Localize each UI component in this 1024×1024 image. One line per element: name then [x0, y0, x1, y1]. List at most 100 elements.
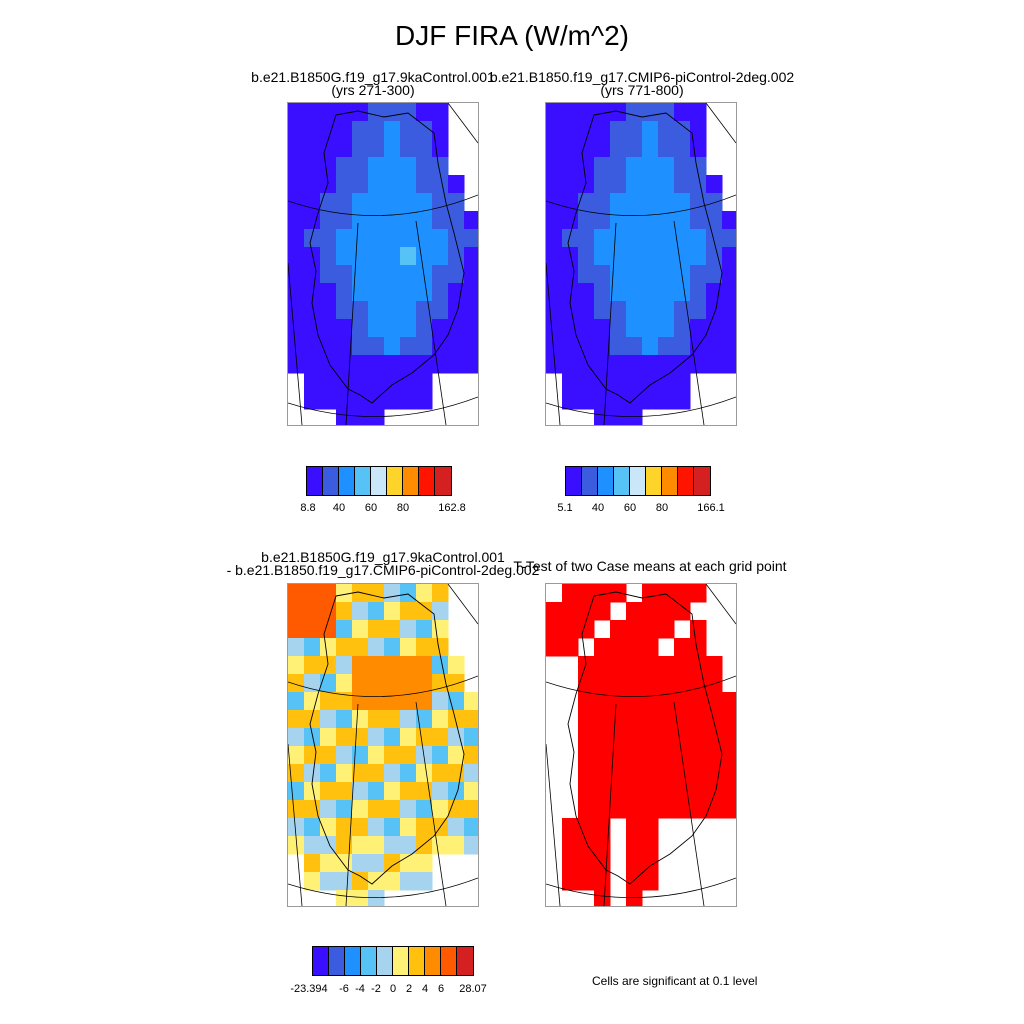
colorbar-diff-tick: 28.07: [459, 983, 487, 995]
grid-cell: [642, 247, 659, 266]
grid-cell: [400, 319, 417, 338]
colorbar-case2-tick: 166.1: [697, 502, 725, 514]
grid-cell: [674, 319, 691, 338]
grid-cell: [594, 782, 611, 801]
grid-cell: [690, 103, 707, 122]
coastline: [309, 591, 465, 885]
grid-cell: [368, 337, 385, 356]
grid-cell: [658, 800, 675, 819]
grid-cell: [320, 319, 337, 338]
grid-cell: [288, 157, 305, 176]
grid-cell: [594, 584, 611, 603]
coastline: [567, 591, 723, 885]
grid-cell: [626, 175, 643, 194]
colorbar-case1-tick: 80: [396, 502, 410, 514]
grid-cell: [368, 602, 385, 621]
grid-cell: [690, 728, 707, 747]
grid-cell: [352, 247, 369, 266]
grid-cell: [658, 674, 675, 693]
grid-cell: [594, 674, 611, 693]
grid-cell: [690, 692, 707, 711]
grid-cell: [288, 283, 305, 302]
grid-cell: [642, 121, 659, 140]
grid-cell: [722, 782, 736, 801]
grid-cell: [594, 139, 611, 158]
meridian-line: [673, 701, 705, 906]
grid-cell: [432, 782, 449, 801]
grid-cell: [562, 818, 579, 837]
meridian-line: [415, 220, 447, 425]
grid-cell: [368, 584, 385, 603]
grid-cell: [432, 175, 449, 194]
grid-cell: [706, 746, 723, 765]
grid-cell: [432, 602, 449, 621]
meridian-line: [288, 262, 303, 425]
grid-cell: [416, 602, 433, 621]
grid-cell: [304, 355, 321, 374]
grid-cell: [304, 373, 321, 392]
grid-cell: [642, 674, 659, 693]
map-panel-diff: [287, 583, 479, 907]
grid-cell: [320, 800, 337, 819]
grid-cell: [642, 265, 659, 284]
grid-cell: [288, 746, 305, 765]
grid-cell: [448, 175, 465, 194]
grid-cell: [400, 656, 417, 675]
grid-cell: [722, 265, 736, 284]
grid-cell: [626, 710, 643, 729]
grid-cell: [352, 319, 369, 338]
grid-cell: [416, 620, 433, 639]
grid-cell: [304, 692, 321, 711]
colorbar-case1-tick: 60: [364, 502, 378, 514]
grid-cell: [336, 121, 353, 140]
grid-cell: [368, 193, 385, 212]
grid-cell: [416, 656, 433, 675]
colorbar-diff-swatch: [425, 947, 441, 975]
grid-cell: [562, 247, 579, 266]
grid-cell: [384, 103, 401, 122]
grid-cell: [642, 373, 659, 392]
grid-cell: [320, 229, 337, 248]
colorbar-diff-tick: 6: [437, 983, 445, 995]
grid-cell: [384, 620, 401, 639]
grid-cell: [546, 355, 563, 374]
grid-cell: [674, 211, 691, 230]
grid-cell: [400, 301, 417, 320]
grid-cell: [464, 319, 478, 338]
grid-cell: [288, 193, 305, 212]
colorbar-case1-swatch: [419, 467, 435, 495]
grid-cell: [706, 337, 723, 356]
grid-cell: [320, 103, 337, 122]
grid-cell: [626, 355, 643, 374]
grid-cell: [352, 620, 369, 639]
grid-cell: [304, 782, 321, 801]
grid-cell: [610, 391, 627, 410]
grid-cell: [320, 764, 337, 783]
grid-cell: [722, 746, 736, 765]
colorbar-case2-tick: 80: [655, 502, 669, 514]
grid-cell: [416, 283, 433, 302]
grid-cell: [610, 301, 627, 320]
grid-cell: [722, 728, 736, 747]
grid-cell: [368, 764, 385, 783]
grid-cell: [448, 355, 465, 374]
grid-cell: [642, 656, 659, 675]
grid-cell: [352, 157, 369, 176]
grid-cell: [658, 229, 675, 248]
grid-cell: [352, 229, 369, 248]
grid-cell: [642, 157, 659, 176]
grid-cell: [610, 373, 627, 392]
grid-cell: [416, 728, 433, 747]
map-panel-ttest: [545, 583, 737, 907]
grid-cell: [674, 175, 691, 194]
colorbar-case2-swatch: [630, 467, 646, 495]
grid-cell: [464, 782, 478, 801]
grid-cell: [594, 211, 611, 230]
grid-cell: [658, 391, 675, 410]
grid-cell: [432, 656, 449, 675]
grid-cell: [320, 391, 337, 410]
grid-cell: [562, 193, 579, 212]
grid-cell: [448, 746, 465, 765]
grid-cell: [610, 319, 627, 338]
grid-cell: [288, 337, 305, 356]
